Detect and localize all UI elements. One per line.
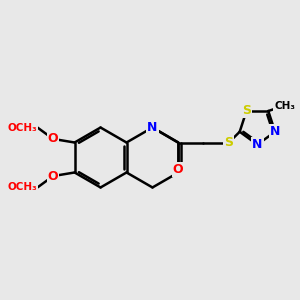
Text: N: N bbox=[147, 121, 158, 134]
Text: N: N bbox=[252, 138, 262, 151]
Text: OCH₃: OCH₃ bbox=[8, 182, 38, 193]
Text: N: N bbox=[270, 125, 280, 138]
Text: S: S bbox=[224, 136, 233, 149]
Text: CH₃: CH₃ bbox=[274, 100, 295, 111]
Text: S: S bbox=[242, 104, 251, 118]
Text: O: O bbox=[172, 163, 183, 176]
Text: O: O bbox=[48, 132, 58, 146]
Text: O: O bbox=[48, 169, 58, 183]
Text: OCH₃: OCH₃ bbox=[8, 122, 38, 133]
